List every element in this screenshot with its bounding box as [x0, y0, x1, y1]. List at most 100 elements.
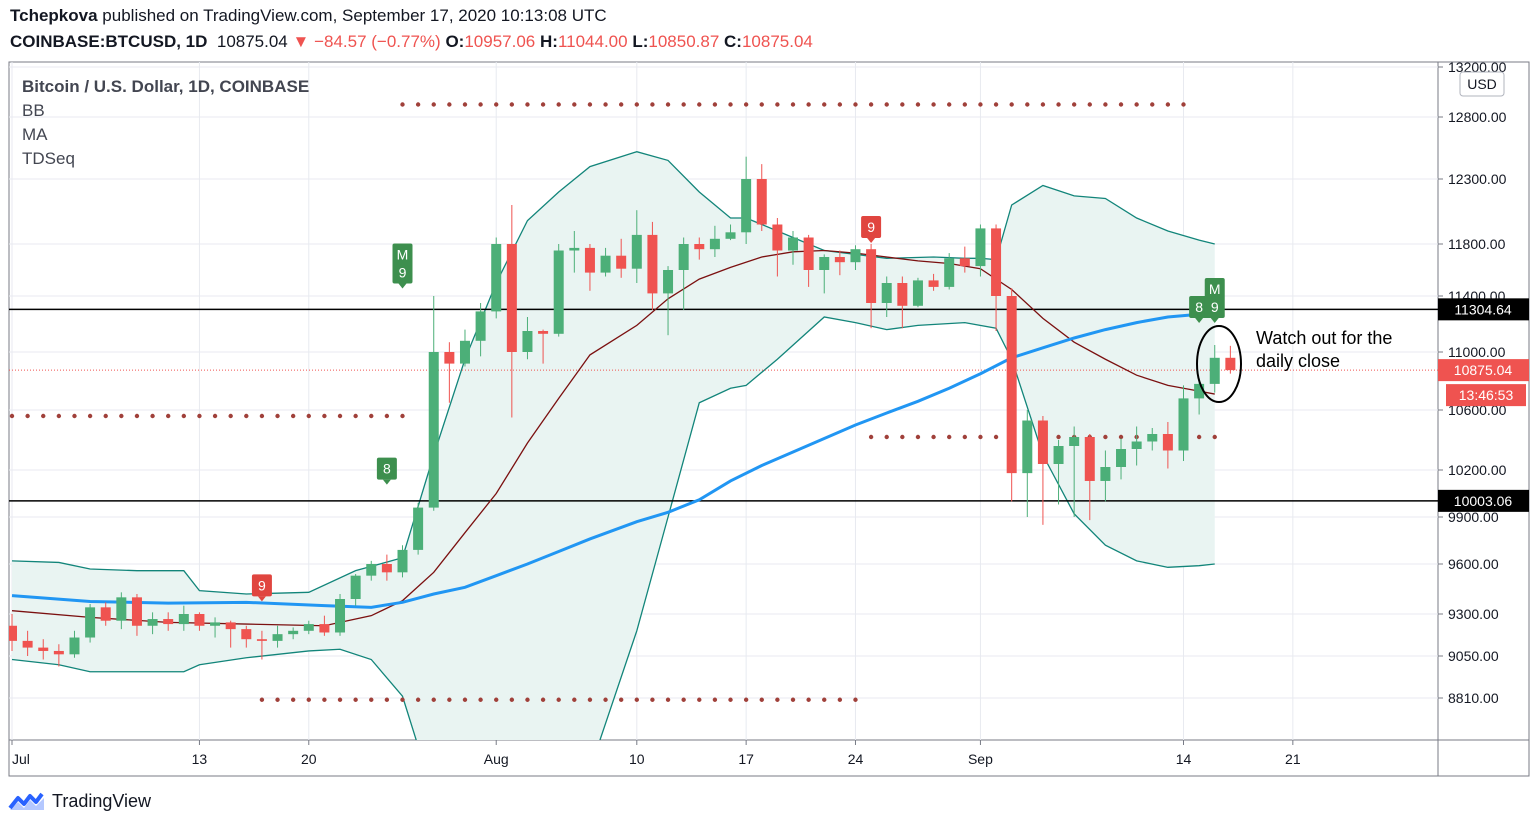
candle-body-23: [366, 564, 377, 576]
td-dot-1-6: [103, 413, 108, 419]
legend-ma[interactable]: MA: [22, 125, 48, 144]
candle-body-51: [803, 237, 814, 270]
candle-body-57: [897, 283, 908, 306]
td-dot-2-62: [978, 434, 983, 440]
td-marker-pointer-0: [257, 596, 266, 602]
td-dot-0-54: [853, 102, 858, 107]
td-dot-0-43: [681, 102, 686, 107]
td-dot-3-43: [681, 697, 686, 702]
candle-body-40: [631, 234, 642, 269]
candle-body-77: [1209, 357, 1220, 384]
candle-body-17: [272, 634, 283, 641]
td-dot-2-71: [1118, 434, 1124, 440]
td-dot-0-36: [572, 102, 577, 107]
td-dot-3-51: [806, 697, 811, 702]
td-marker-pointer-2: [398, 283, 407, 289]
candle-body-7: [116, 597, 127, 621]
td-dot-3-20: [322, 697, 327, 702]
td-dot-0-40: [634, 102, 639, 107]
bb-fill: [12, 151, 1215, 740]
author: Tchepkova: [10, 6, 98, 25]
candle-body-34: [538, 331, 549, 334]
price-axis[interactable]: 13200.0012800.0012300.0011800.0011400.00…: [1438, 59, 1529, 706]
td-marker-text-1: 8: [383, 461, 391, 477]
td-dot-0-35: [556, 102, 561, 107]
candle-body-54: [850, 249, 861, 263]
td-dot-0-53: [837, 102, 843, 107]
candle-body-24: [381, 564, 392, 573]
td-dot-0-44: [697, 102, 702, 107]
td-dot-2-63: [993, 434, 999, 440]
td-dot-2-70: [1103, 434, 1108, 440]
td-dot-0-25: [400, 102, 405, 107]
countdown-tag: [1446, 384, 1526, 407]
td-dot-2-60: [947, 434, 952, 440]
td-dot-2-67: [1056, 434, 1061, 440]
candle-body-15: [241, 629, 252, 640]
td-dot-2-58: [915, 434, 921, 440]
candle-body-75: [1178, 398, 1189, 451]
td-dot-3-29: [462, 697, 468, 702]
td-dot-1-22: [353, 413, 358, 419]
legend-tdseq[interactable]: TDSeq: [22, 149, 75, 168]
td-dot-0-69: [1087, 102, 1092, 107]
x-tick-label-1: 13: [192, 751, 208, 767]
candle-body-62: [975, 228, 986, 267]
candle-body-37: [584, 247, 595, 273]
candle-body-61: [959, 258, 970, 267]
y-tick-label-11: 9050.00: [1448, 648, 1499, 664]
y-tick-label-7: 10200.00: [1448, 462, 1507, 478]
td-dot-0-67: [1056, 102, 1061, 107]
legend: Bitcoin / U.S. Dollar, 1D, COINBASE BB M…: [22, 77, 309, 168]
y-tick-label-1: 12800.00: [1448, 109, 1507, 125]
low-value: 10850.87: [648, 32, 720, 51]
td-dot-1-15: [244, 413, 249, 419]
candle-body-16: [256, 639, 267, 641]
y-tick-label-2: 12300.00: [1448, 171, 1507, 187]
td-dot-0-71: [1118, 102, 1124, 107]
td-dot-0-32: [509, 102, 515, 107]
td-dot-1-16: [259, 413, 265, 419]
high-value: 11044.00: [557, 32, 628, 51]
td-dot-2-57: [900, 434, 905, 440]
td-dot-1-10: [166, 413, 171, 419]
td-dot-3-32: [509, 697, 515, 702]
last-price-tag: [1438, 359, 1529, 382]
td-dot-3-22: [353, 697, 358, 702]
td-dot-1-14: [228, 413, 233, 419]
td-dot-3-41: [650, 697, 655, 702]
td-dot-0-42: [665, 102, 671, 107]
candle-body-8: [131, 597, 142, 626]
candle-body-48: [756, 179, 767, 225]
td-dot-3-26: [415, 697, 421, 702]
candle-body-14: [225, 622, 236, 630]
td-dot-0-31: [494, 102, 499, 107]
td-marker-text-3: 9: [867, 219, 875, 235]
candle-body-66: [1037, 420, 1048, 464]
td-marker-pointer-5: [1210, 318, 1219, 323]
currency-label: USD: [1467, 76, 1497, 92]
td-dot-3-19: [306, 697, 311, 702]
td-dot-3-21: [337, 697, 343, 702]
hline-tag-label-0: 11304.64: [1454, 301, 1512, 317]
candle-body-29: [459, 340, 470, 364]
legend-bb[interactable]: BB: [22, 101, 45, 120]
candle-body-72: [1131, 441, 1142, 449]
td-dot-0-75: [1181, 102, 1186, 107]
td-marker-text-0: 9: [258, 577, 266, 593]
td-dot-2-76: [1196, 434, 1202, 440]
td-dot-0-72: [1134, 102, 1139, 107]
td-dot-3-39: [618, 697, 624, 702]
candle-body-3: [53, 650, 64, 655]
td-dot-1-5: [87, 413, 93, 419]
publish-info: Tchepkova published on TradingView.com, …: [10, 6, 607, 26]
footer[interactable]: TradingView: [8, 790, 151, 812]
hline-tag-label-1: 10003.06: [1454, 493, 1513, 509]
candle-body-32: [506, 244, 517, 352]
ma-dark: [11, 249, 1215, 627]
td-dot-3-46: [728, 697, 733, 702]
td-marker-text-2: M: [397, 247, 409, 263]
currency-badge[interactable]: USD: [1459, 71, 1505, 97]
time-axis[interactable]: Jul 13 20 Aug 10 17 24 Sep 14 21: [11, 740, 1301, 767]
